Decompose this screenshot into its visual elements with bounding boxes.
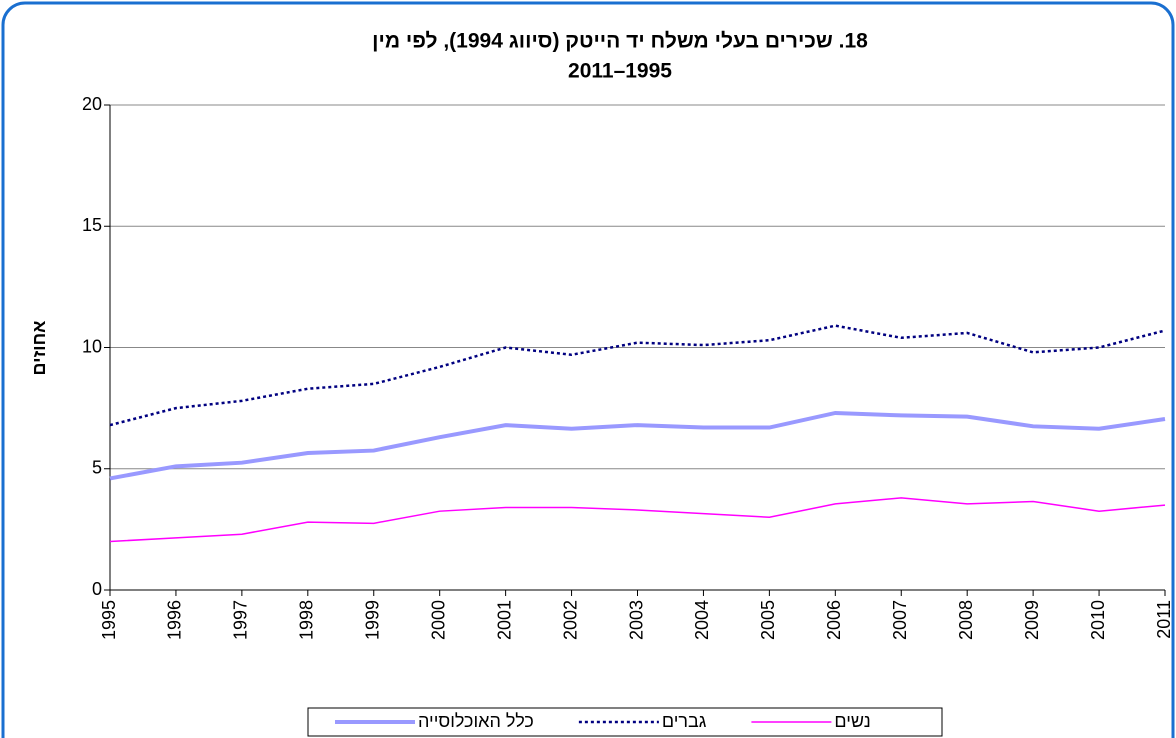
legend-label: נשים [834, 711, 870, 731]
legend-label: גברים [662, 711, 707, 731]
x-tick-label: 1999 [363, 600, 383, 640]
y-tick-label: 10 [82, 336, 102, 356]
x-tick-label: 2005 [758, 600, 778, 640]
legend-label: כלל האוכלוסייה [418, 711, 534, 731]
x-tick-label: 2008 [956, 600, 976, 640]
x-tick-label: 2011 [1154, 600, 1174, 639]
series-line [109, 497, 1166, 543]
x-tick-label: 1995 [99, 600, 119, 640]
x-tick-label: 2010 [1088, 600, 1108, 640]
x-tick-label: 2004 [692, 600, 712, 640]
y-tick-label: 15 [82, 215, 102, 235]
x-tick-label: 2001 [494, 600, 514, 640]
series-line [109, 410, 1166, 481]
x-tick-label: 1997 [231, 600, 251, 640]
x-tick-label: 1996 [165, 600, 185, 640]
x-tick-label: 2006 [824, 600, 844, 640]
x-tick-label: 2007 [890, 600, 910, 640]
x-tick-label: 2000 [428, 600, 448, 640]
y-tick-label: 0 [92, 579, 102, 599]
y-axis-label: אחוזים [29, 321, 49, 376]
x-tick-label: 2009 [1022, 600, 1042, 640]
y-tick-label: 5 [92, 458, 102, 478]
x-tick-label: 1998 [297, 600, 317, 640]
chart-subtitle: 2011–1995 [568, 60, 672, 83]
chart-title: 18. שכירים בעלי משלח יד הייטק (סיווג 199… [372, 30, 868, 53]
x-tick-label: 2003 [626, 600, 646, 640]
y-tick-label: 20 [82, 94, 102, 114]
x-tick-label: 2002 [560, 600, 580, 640]
